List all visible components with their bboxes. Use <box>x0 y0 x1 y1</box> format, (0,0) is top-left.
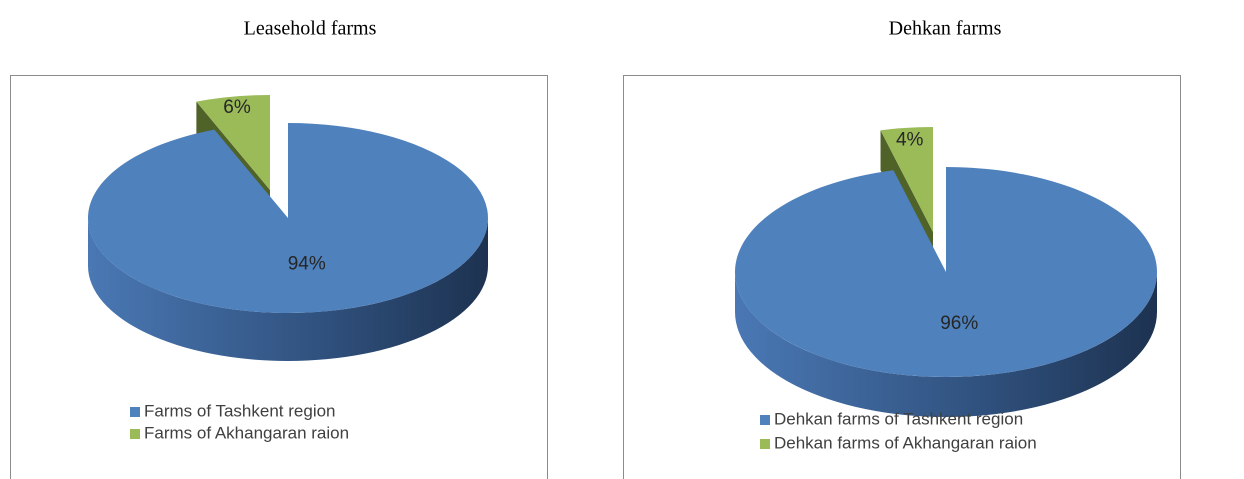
legend-label: Dehkan farms of Tashkent region <box>774 409 1023 428</box>
legend-label: Farms of Akhangaran raion <box>144 423 349 442</box>
pie-slice <box>88 123 488 313</box>
legend-swatch <box>760 415 770 425</box>
legend-swatch <box>760 439 770 449</box>
pie-slice <box>880 127 933 232</box>
legend-swatch <box>130 429 140 439</box>
chart-title: Leasehold farms <box>244 18 377 40</box>
data-label: 94% <box>288 254 326 275</box>
data-label: 4% <box>896 129 924 150</box>
data-label: 96% <box>940 313 978 334</box>
legend-label: Farms of Tashkent region <box>144 401 336 420</box>
pie-slice <box>735 167 1157 378</box>
legend-label: Dehkan farms of Akhangaran raion <box>774 433 1037 452</box>
pie-side <box>88 218 488 361</box>
chart-frame <box>10 75 548 479</box>
pie-side <box>735 272 1157 417</box>
pie-slice <box>196 95 270 190</box>
chart-frame <box>623 75 1181 479</box>
data-label: 6% <box>223 97 251 118</box>
legend-swatch <box>130 407 140 417</box>
chart-title: Dehkan farms <box>889 18 1002 40</box>
